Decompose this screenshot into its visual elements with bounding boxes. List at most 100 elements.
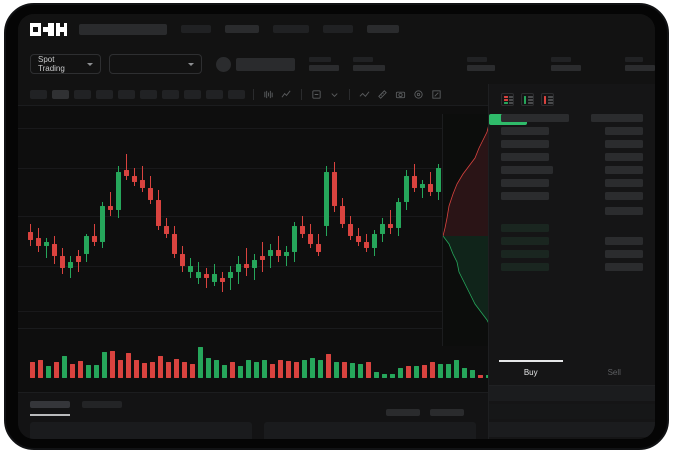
buy-sell-tab-bar: Buy Sell bbox=[489, 360, 655, 386]
volume-bar bbox=[286, 361, 291, 378]
order-book-quantity-cell[interactable] bbox=[605, 140, 643, 148]
order-book-quantity-cell[interactable] bbox=[605, 237, 643, 245]
timeframe-button-4[interactable] bbox=[96, 90, 113, 99]
nav-item-1[interactable] bbox=[181, 25, 211, 33]
volume-bar bbox=[390, 374, 395, 378]
volume-bar bbox=[326, 354, 331, 378]
market-depth-overlay[interactable] bbox=[442, 114, 495, 346]
volume-bar bbox=[86, 365, 91, 378]
camera-icon[interactable] bbox=[394, 88, 407, 101]
orders-action-2[interactable] bbox=[430, 409, 464, 416]
order-book-ask-row[interactable] bbox=[501, 114, 569, 122]
order-book-bid-row[interactable] bbox=[501, 237, 549, 245]
chevron-down-icon[interactable] bbox=[328, 88, 341, 101]
order-book-quantity-cell[interactable] bbox=[591, 114, 643, 122]
tab-sell[interactable]: Sell bbox=[573, 360, 656, 385]
gridline bbox=[18, 216, 488, 217]
order-book-quantity-cell[interactable] bbox=[605, 263, 643, 271]
trade-form-field[interactable] bbox=[489, 404, 655, 419]
settings-icon[interactable] bbox=[412, 88, 425, 101]
timeframe-button-9[interactable] bbox=[206, 90, 223, 99]
trade-form-field[interactable] bbox=[489, 422, 655, 437]
ruler-icon[interactable] bbox=[376, 88, 389, 101]
order-book-ask-row[interactable] bbox=[501, 140, 549, 148]
order-book-view-modes bbox=[489, 84, 655, 114]
nav-item-3[interactable] bbox=[273, 25, 309, 33]
nav-item-4[interactable] bbox=[323, 25, 353, 33]
timeframe-button-1[interactable] bbox=[30, 90, 47, 99]
order-book-mode-asks-icon[interactable] bbox=[541, 93, 554, 106]
timeframe-button-8[interactable] bbox=[184, 90, 201, 99]
chevron-down-icon bbox=[188, 62, 195, 66]
toolbar-divider bbox=[253, 89, 254, 100]
timeframe-button-2[interactable] bbox=[52, 90, 69, 99]
search-input[interactable] bbox=[79, 23, 167, 35]
logo-letter-o bbox=[30, 22, 41, 36]
candlestick-icon[interactable] bbox=[262, 88, 275, 101]
orders-action-1[interactable] bbox=[386, 409, 420, 416]
timeframe-button-5[interactable] bbox=[118, 90, 135, 99]
orders-card-2 bbox=[264, 422, 476, 439]
volume-bar bbox=[30, 362, 35, 378]
order-book-bid-row[interactable] bbox=[501, 263, 549, 271]
tab-open-orders[interactable] bbox=[30, 401, 70, 408]
timeframe-button-3[interactable] bbox=[74, 90, 91, 99]
market-stat-5 bbox=[625, 57, 655, 71]
volume-bar bbox=[118, 360, 123, 378]
order-book-quantity-cell[interactable] bbox=[605, 179, 643, 187]
order-book-quantity-cell[interactable] bbox=[605, 153, 643, 161]
tab-buy[interactable]: Buy bbox=[489, 360, 573, 385]
depth-chart-svg bbox=[443, 117, 494, 341]
price-chart[interactable] bbox=[18, 106, 488, 328]
order-book-quantity-cell[interactable] bbox=[605, 166, 643, 174]
line-chart-icon[interactable] bbox=[280, 88, 293, 101]
volume-bar bbox=[62, 356, 67, 378]
volume-bar bbox=[94, 365, 99, 378]
volume-bar bbox=[126, 353, 131, 378]
order-book-ask-row[interactable] bbox=[501, 153, 549, 161]
order-book-quantity-cell[interactable] bbox=[605, 127, 643, 135]
volume-chart[interactable] bbox=[18, 328, 491, 392]
timeframe-button-7[interactable] bbox=[162, 90, 179, 99]
timeframe-button-6[interactable] bbox=[140, 90, 157, 99]
orders-placeholder-cards bbox=[30, 422, 476, 439]
volume-bar bbox=[302, 360, 307, 378]
okx-logo[interactable] bbox=[30, 22, 67, 36]
order-book-mode-both-icon[interactable] bbox=[501, 93, 514, 106]
toolbar-divider bbox=[349, 89, 350, 100]
order-book-bid-row[interactable] bbox=[501, 224, 549, 232]
volume-bar bbox=[382, 374, 387, 378]
tab-sell-label: Sell bbox=[607, 368, 621, 377]
logo-letter-x bbox=[56, 22, 67, 36]
trade-form-field[interactable] bbox=[489, 386, 655, 401]
instrument-type-dropdown[interactable]: Spot Trading bbox=[30, 54, 101, 74]
order-book-quantity-cell[interactable] bbox=[605, 192, 643, 200]
volume-bar bbox=[174, 359, 179, 378]
order-book-ask-row[interactable] bbox=[501, 192, 549, 200]
order-book-quantity-cell[interactable] bbox=[605, 207, 643, 215]
volume-bar bbox=[246, 360, 251, 378]
timeframe-button-10[interactable] bbox=[228, 90, 245, 99]
trading-pair-dropdown[interactable] bbox=[108, 54, 203, 74]
order-book-ask-row[interactable] bbox=[501, 179, 549, 187]
order-book-ask-row[interactable] bbox=[501, 166, 553, 174]
trend-line-icon[interactable] bbox=[358, 88, 371, 101]
indicator-icon[interactable] bbox=[310, 88, 323, 101]
volume-bar bbox=[70, 364, 75, 378]
order-book-bid-row[interactable] bbox=[501, 250, 549, 258]
volume-bar bbox=[366, 362, 371, 378]
volume-bar bbox=[230, 362, 235, 378]
order-book-rows[interactable] bbox=[489, 114, 655, 292]
volume-bar bbox=[470, 370, 475, 378]
order-book-quantity-cell[interactable] bbox=[605, 250, 643, 258]
coin-avatar bbox=[216, 56, 231, 72]
tab-order-history[interactable] bbox=[82, 401, 122, 408]
nav-item-2[interactable] bbox=[225, 25, 259, 33]
volume-bar bbox=[238, 366, 243, 378]
volume-bar bbox=[270, 364, 275, 378]
order-book-mode-bids-icon[interactable] bbox=[521, 93, 534, 106]
volume-bar bbox=[150, 362, 155, 378]
order-book-ask-row[interactable] bbox=[501, 127, 549, 135]
nav-item-5[interactable] bbox=[367, 25, 399, 33]
fullscreen-icon[interactable] bbox=[430, 88, 443, 101]
